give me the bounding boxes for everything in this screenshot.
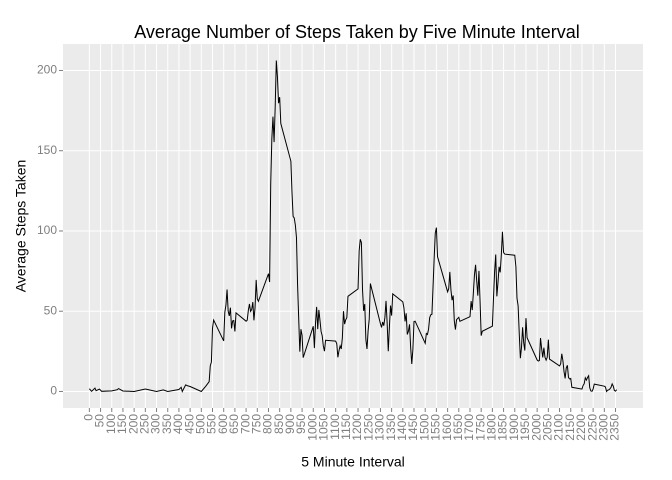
- x-tick-label: 1400: [395, 414, 409, 441]
- chart-title: Average Number of Steps Taken by Five Mi…: [134, 22, 580, 42]
- x-tick-label: 250: [138, 414, 152, 434]
- y-tick-label: 100: [37, 223, 57, 237]
- x-tick-label: 1100: [328, 414, 342, 440]
- x-tick-label: 1950: [518, 414, 532, 441]
- x-tick-label: 1650: [451, 414, 465, 441]
- x-tick-label: 2000: [529, 414, 543, 441]
- x-tick-label: 800: [261, 414, 275, 434]
- x-tick-label: 1150: [339, 414, 353, 440]
- x-tick-label: 50: [93, 414, 107, 428]
- x-tick-label: 950: [294, 414, 308, 434]
- x-tick-label: 2300: [596, 414, 610, 441]
- x-tick-label: 650: [227, 414, 241, 434]
- x-tick-label: 2250: [585, 414, 599, 441]
- x-tick-label: 300: [149, 414, 163, 434]
- x-tick-label: 1300: [373, 414, 387, 441]
- x-tick-label: 1500: [417, 414, 431, 441]
- x-tick-label: 100: [104, 414, 118, 434]
- x-axis-title: 5 Minute Interval: [301, 454, 405, 470]
- x-tick-label: 1900: [507, 414, 521, 441]
- x-tick-label: 500: [193, 414, 207, 434]
- x-tick-label: 1350: [384, 414, 398, 441]
- x-tick-label: 2100: [552, 414, 566, 441]
- x-tick-label: 450: [182, 414, 196, 434]
- x-tick-label: 150: [115, 414, 129, 434]
- x-tick-label: 1250: [361, 414, 375, 441]
- x-tick-label: 1050: [317, 414, 331, 441]
- x-tick-label: 850: [272, 414, 286, 434]
- x-tick-label: 750: [249, 414, 263, 434]
- x-tick-label: 1700: [462, 414, 476, 441]
- y-tick-label: 50: [44, 303, 58, 317]
- x-tick-label: 1850: [496, 414, 510, 441]
- x-tick-label: 550: [205, 414, 219, 434]
- x-tick-label: 700: [238, 414, 252, 434]
- y-axis-title: Average Steps Taken: [13, 160, 29, 293]
- x-tick-label: 1800: [485, 414, 499, 441]
- x-tick-label: 1000: [305, 414, 319, 441]
- y-tick-label: 0: [50, 384, 57, 398]
- x-tick-label: 1450: [406, 414, 420, 441]
- x-tick-label: 2150: [563, 414, 577, 441]
- x-tick-label: 2050: [541, 414, 555, 441]
- x-tick-label: 2350: [608, 414, 622, 441]
- x-tick-label: 1600: [440, 414, 454, 441]
- x-tick-label: 900: [283, 414, 297, 434]
- x-tick-label: 200: [126, 414, 140, 434]
- y-tick-label: 200: [37, 63, 57, 77]
- x-tick-label: 350: [160, 414, 174, 434]
- line: [88, 60, 618, 393]
- x-tick-label: 1200: [350, 414, 364, 441]
- x-tick-label: 1750: [473, 414, 487, 441]
- x-tick-label: 400: [171, 414, 185, 434]
- x-tick-label: 1550: [429, 414, 443, 441]
- panel: [63, 44, 643, 408]
- x-tick-label: 600: [216, 414, 230, 434]
- x-tick-label: 0: [82, 414, 96, 421]
- x-tick-label: 2200: [574, 414, 588, 441]
- y-tick-label: 150: [37, 143, 57, 157]
